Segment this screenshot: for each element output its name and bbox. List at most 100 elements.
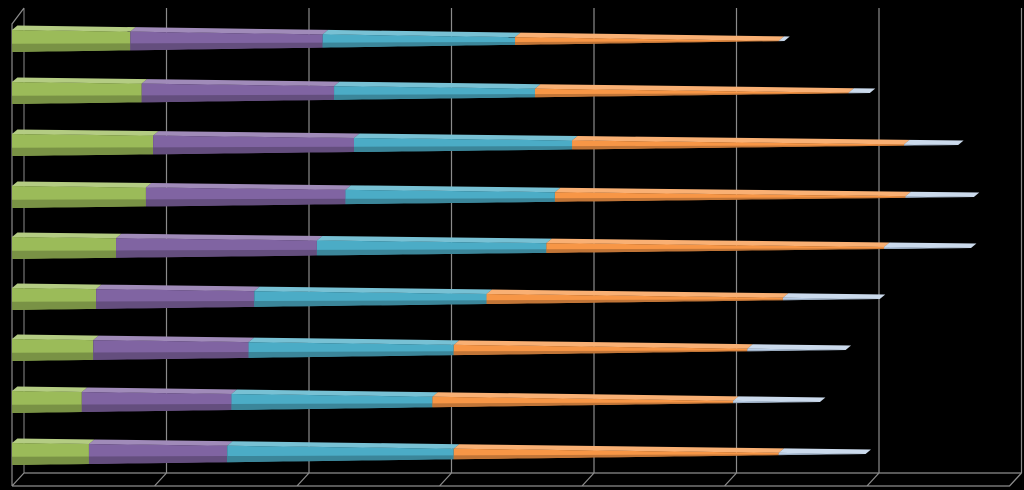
cone-top-9-5 <box>778 448 871 454</box>
gridline-floor-3 <box>439 472 452 487</box>
cone-shade-6-2 <box>96 300 255 309</box>
cone-top-7-1 <box>12 334 99 341</box>
cone-top-1-5 <box>778 36 790 41</box>
cone-shade-9-4 <box>453 454 779 460</box>
cone-top-6-3 <box>254 286 492 295</box>
side-wall <box>11 7 25 486</box>
cone-top-2-2 <box>141 79 340 87</box>
cone-shade-8-4 <box>432 402 734 408</box>
cone-top-8-2 <box>81 387 237 394</box>
cone-top-2-1 <box>12 77 148 84</box>
cone-top-6-5 <box>782 293 886 299</box>
cone-shade-3-3 <box>354 146 573 153</box>
cone-top-7-2 <box>93 335 254 343</box>
cone-shade-9-1 <box>12 456 89 465</box>
cone-top-5-4 <box>546 238 890 248</box>
floor-front-edge <box>12 472 1022 487</box>
cone-shade-3-4 <box>572 145 905 150</box>
cone-shade-1-3 <box>322 41 516 48</box>
cone-shade-1-1 <box>12 43 131 52</box>
cone-top-3-4 <box>572 136 910 145</box>
cone-top-2-5 <box>848 88 876 93</box>
cone-shade-4-2 <box>145 198 346 207</box>
gridline-floor-4 <box>581 472 595 487</box>
cone-shade-5-3 <box>316 249 547 256</box>
cone-shade-6-3 <box>254 300 487 307</box>
cone-shade-5-5 <box>884 248 972 249</box>
cone-shade-7-3 <box>248 351 454 358</box>
cone-top-2-3 <box>334 81 541 89</box>
gridline-floor-1 <box>154 472 167 487</box>
cone-shade-9-5 <box>778 454 866 456</box>
cone-top-9-1 <box>12 438 95 444</box>
cone-shade-2-1 <box>12 95 142 104</box>
cone-top-1-3 <box>322 29 521 38</box>
cone-top-7-5 <box>747 344 852 350</box>
cone-top-7-4 <box>453 340 753 349</box>
floor-edge <box>11 472 1022 487</box>
cone-top-8-5 <box>733 396 826 402</box>
cone-shade-6-4 <box>486 299 783 304</box>
cone-shade-6-5 <box>782 299 880 301</box>
cone-shade-4-1 <box>12 199 146 208</box>
cone-shade-5-4 <box>546 248 885 253</box>
cone-top-4-1 <box>12 181 152 188</box>
cone-shade-8-2 <box>81 404 232 413</box>
cone-shade-3-1 <box>12 147 154 156</box>
cone-shade-2-4 <box>534 93 849 98</box>
cone-top-6-2 <box>96 284 260 292</box>
cone-top-5-3 <box>316 235 552 244</box>
cone-top-8-3 <box>231 389 438 397</box>
cone-shade-2-2 <box>141 94 335 103</box>
cone-top-3-3 <box>354 133 578 141</box>
cone-top-5-2 <box>116 233 323 241</box>
cone-shade-8-3 <box>231 403 433 411</box>
bar-series <box>12 25 980 465</box>
cone-top-6-4 <box>486 289 789 298</box>
gridline-floor-7 <box>1009 472 1022 487</box>
cone-top-9-3 <box>227 441 460 449</box>
cone-shade-5-1 <box>12 250 117 259</box>
cone-top-9-2 <box>88 439 233 446</box>
gridline-floor-5 <box>724 472 737 487</box>
cone-shade-4-5 <box>905 197 974 198</box>
cone-shade-7-4 <box>453 350 748 356</box>
cone-top-1-1 <box>12 25 136 32</box>
cone-shade-7-2 <box>93 351 249 360</box>
cone-top-4-2 <box>145 183 351 190</box>
cone-shade-3-5 <box>904 145 959 146</box>
cone-shade-1-4 <box>515 41 779 45</box>
cone-top-4-3 <box>345 185 561 193</box>
cone-top-4-4 <box>554 187 911 197</box>
cone-shade-8-1 <box>12 404 82 413</box>
cone-top-3-1 <box>12 129 159 136</box>
cone-shade-7-5 <box>747 350 846 352</box>
cone-top-7-3 <box>248 337 460 345</box>
cone-top-5-5 <box>884 242 977 248</box>
gridline-floor-2 <box>296 472 310 487</box>
cone-top-9-4 <box>453 444 785 453</box>
cone-shade-8-5 <box>733 402 820 404</box>
cone-top-5-1 <box>12 232 122 239</box>
cone-shade-3-2 <box>153 146 354 155</box>
cone-shade-4-4 <box>554 197 906 202</box>
cone-shade-1-2 <box>130 42 323 51</box>
cone-shade-5-2 <box>116 249 317 258</box>
cone-top-1-2 <box>130 27 329 35</box>
gridline-floor-6 <box>866 472 880 487</box>
cone-shade-9-3 <box>227 455 454 463</box>
cone-top-6-1 <box>12 283 102 290</box>
cone-shade-2-3 <box>334 94 535 100</box>
cone-shade-7-1 <box>12 352 94 361</box>
cone-top-8-1 <box>12 386 88 392</box>
cone-top-1-4 <box>515 32 785 41</box>
cone-top-3-2 <box>153 131 360 138</box>
cone-top-4-5 <box>905 191 980 197</box>
cone-shade-6-1 <box>12 301 97 310</box>
cone-top-2-4 <box>534 84 854 93</box>
cone-top-3-5 <box>904 139 964 145</box>
cone-top-8-4 <box>432 392 739 401</box>
cone-shade-9-2 <box>88 456 228 465</box>
